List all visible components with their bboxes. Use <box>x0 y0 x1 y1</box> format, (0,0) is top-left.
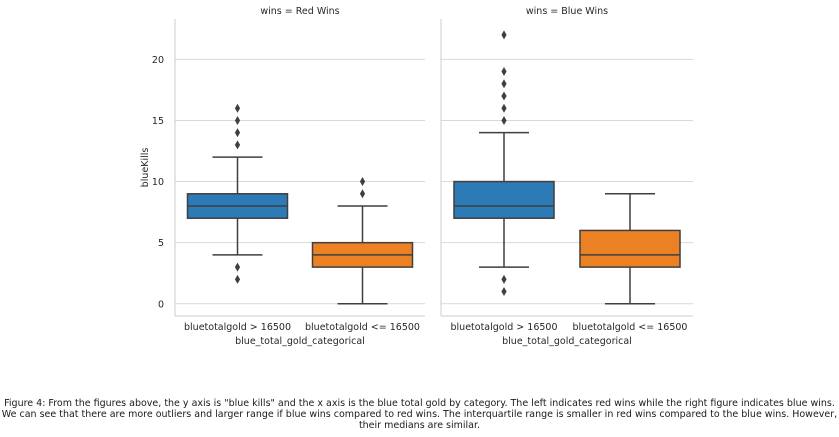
outlier-point <box>501 115 507 125</box>
box-iqr <box>453 180 555 219</box>
y-tick-label: 5 <box>158 238 164 249</box>
figure-caption: Figure 4: From the figures above, the y … <box>1 398 838 431</box>
outlier-point <box>234 262 241 272</box>
panel-title: wins = Red Wins <box>260 6 339 17</box>
y-tick-label: 10 <box>152 177 164 188</box>
outlier-point <box>234 274 241 284</box>
box-iqr <box>579 229 681 268</box>
outlier-point <box>359 177 366 187</box>
x-tick-label: bluetotalgold > 16500 <box>451 322 558 333</box>
outlier-point <box>234 140 241 150</box>
outlier-point <box>501 91 507 101</box>
x-tick-label: bluetotalgold <= 16500 <box>305 322 420 333</box>
y-axis-label: blueKills <box>140 148 151 188</box>
outlier-point <box>501 30 507 40</box>
x-tick-label: bluetotalgold > 16500 <box>184 322 291 333</box>
x-tick-label: bluetotalgold <= 16500 <box>573 322 688 333</box>
y-tick-label: 15 <box>152 116 164 127</box>
outlier-point <box>501 287 507 297</box>
x-axis-label: blue_total_gold_categorical <box>502 336 632 347</box>
outlier-point <box>234 115 241 125</box>
outlier-point <box>501 103 507 113</box>
outlier-point <box>501 274 507 284</box>
outlier-point <box>359 189 366 199</box>
outlier-point <box>501 67 507 77</box>
outlier-point <box>234 103 241 113</box>
outlier-point <box>501 79 507 89</box>
y-tick-label: 20 <box>152 55 164 66</box>
x-axis-label: blue_total_gold_categorical <box>235 336 365 347</box>
y-tick-label: 0 <box>158 299 164 310</box>
outlier-point <box>234 128 241 138</box>
panel-title: wins = Blue Wins <box>526 6 608 17</box>
